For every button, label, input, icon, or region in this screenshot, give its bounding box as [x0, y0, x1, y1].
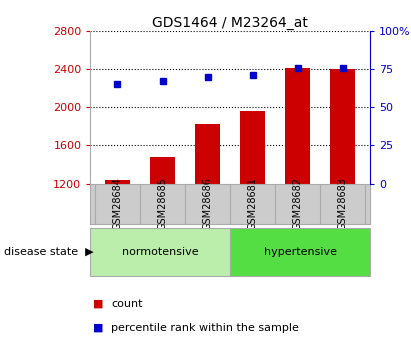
Bar [285, 68, 310, 184]
Text: normotensive: normotensive [122, 247, 199, 257]
Text: GSM28684: GSM28684 [113, 177, 122, 230]
Text: GSM28683: GSM28683 [338, 177, 348, 230]
Text: ■: ■ [93, 323, 104, 333]
Bar [330, 69, 355, 184]
Title: GDS1464 / M23264_at: GDS1464 / M23264_at [152, 16, 308, 30]
Text: GSM28681: GSM28681 [248, 177, 258, 230]
Text: GSM28685: GSM28685 [157, 177, 168, 230]
Text: percentile rank within the sample: percentile rank within the sample [111, 323, 299, 333]
Text: count: count [111, 299, 143, 308]
Bar [195, 125, 220, 184]
Bar [150, 157, 175, 184]
Text: disease state  ▶: disease state ▶ [4, 247, 94, 257]
Text: ■: ■ [93, 299, 104, 308]
Text: hypertensive: hypertensive [263, 247, 337, 257]
Bar [105, 180, 130, 184]
Text: GSM28682: GSM28682 [293, 177, 303, 230]
Text: GSM28686: GSM28686 [203, 177, 212, 230]
Bar [240, 111, 265, 184]
